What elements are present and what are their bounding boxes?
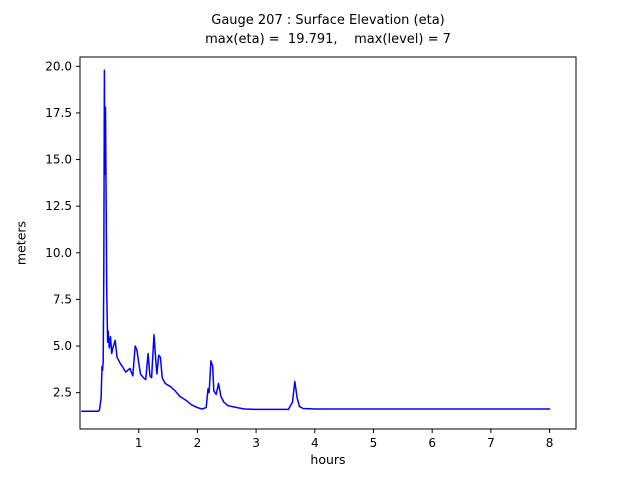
- x-tick-label: 8: [546, 436, 554, 450]
- x-tick-label: 5: [370, 436, 378, 450]
- x-tick-label: 3: [252, 436, 260, 450]
- y-tick-label: 7.5: [53, 292, 72, 306]
- y-tick-label: 2.5: [53, 386, 72, 400]
- y-tick-label: 20.0: [45, 59, 72, 73]
- x-tick-label: 2: [194, 436, 202, 450]
- y-tick-label: 15.0: [45, 153, 72, 167]
- chart-title: Gauge 207 : Surface Elevation (eta): [211, 13, 445, 28]
- eta-series-line: [81, 69, 551, 413]
- x-axis-label: hours: [310, 452, 346, 467]
- x-tick-label: 1: [135, 436, 143, 450]
- y-tick-label: 12.5: [45, 199, 72, 213]
- chart-subtitle: max(eta) = 19.791, max(level) = 7: [205, 32, 451, 47]
- x-tick-label: 7: [487, 436, 495, 450]
- axes-spines: [79, 56, 577, 430]
- y-tick-label: 10.0: [45, 246, 72, 260]
- x-tick-label: 6: [428, 436, 436, 450]
- x-tick-label: 4: [311, 436, 319, 450]
- y-tick-label: 5.0: [53, 339, 72, 353]
- y-tick-label: 17.5: [45, 106, 72, 120]
